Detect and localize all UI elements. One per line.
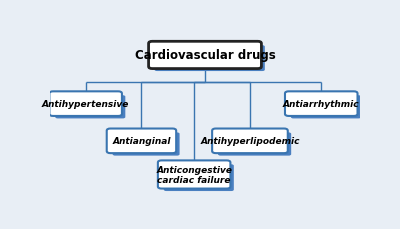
FancyBboxPatch shape: [113, 133, 180, 156]
FancyBboxPatch shape: [158, 161, 230, 189]
Text: Antiarrhythmic: Antiarrhythmic: [283, 100, 360, 109]
FancyBboxPatch shape: [49, 92, 122, 116]
FancyBboxPatch shape: [55, 96, 125, 119]
FancyBboxPatch shape: [291, 96, 361, 119]
FancyBboxPatch shape: [164, 165, 234, 191]
FancyBboxPatch shape: [218, 133, 291, 156]
Text: Antianginal: Antianginal: [112, 137, 171, 146]
Text: Antihypertensive: Antihypertensive: [42, 100, 129, 109]
FancyBboxPatch shape: [212, 129, 288, 153]
Text: Antihyperlipodemic: Antihyperlipodemic: [200, 137, 300, 146]
FancyBboxPatch shape: [285, 92, 358, 116]
FancyBboxPatch shape: [154, 46, 265, 72]
FancyBboxPatch shape: [107, 129, 176, 153]
FancyBboxPatch shape: [148, 42, 262, 69]
Text: Anticongestive
cardiac failure: Anticongestive cardiac failure: [156, 165, 232, 184]
Text: Cardiovascular drugs: Cardiovascular drugs: [135, 49, 275, 62]
